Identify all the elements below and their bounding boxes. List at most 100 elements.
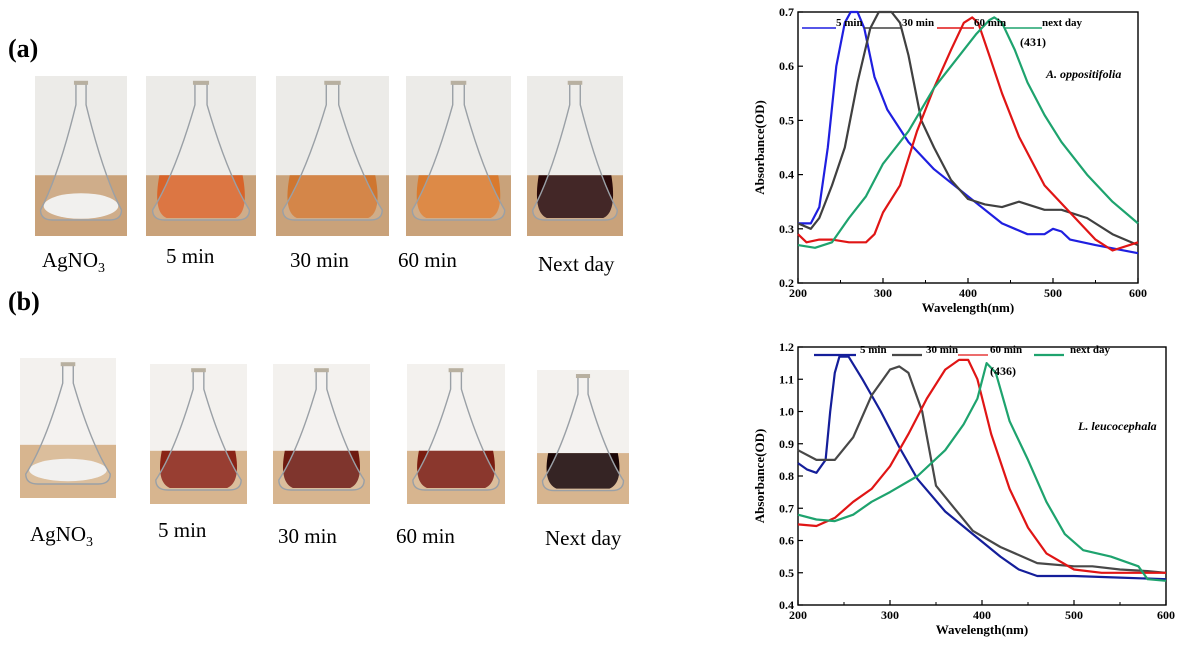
y-tick-label: 0.9 <box>779 437 794 451</box>
species-annotation: L. leucocephala <box>1077 419 1157 433</box>
series-line-next-day <box>797 16 1139 249</box>
x-tick-label: 500 <box>1065 608 1083 622</box>
plot-frame <box>797 346 1167 606</box>
flask-caption: Next day <box>538 252 615 276</box>
y-tick-label: 1.0 <box>779 405 794 419</box>
flask-image <box>150 364 247 504</box>
y-tick-label: 1.2 <box>779 340 794 354</box>
legend-label: 60 min <box>974 17 1006 29</box>
x-axis-label: Wavelength(nm) <box>922 300 1014 315</box>
y-tick-label: 0.2 <box>779 276 794 290</box>
legend-label: 60 min <box>990 344 1022 356</box>
flask-outline <box>25 364 111 485</box>
legend-label: next day <box>1042 17 1083 29</box>
flask-photo <box>35 76 127 236</box>
chart-l-leucocephala: 200 300 400 500 600 0.4 0.5 0.6 0.7 0.8 0.9 1.0 1.1 1… <box>752 340 1175 637</box>
flask-liquid <box>283 450 360 488</box>
flask-outline <box>541 376 625 492</box>
y-tick-label: 0.7 <box>779 501 794 515</box>
x-tick-label: 300 <box>881 608 899 622</box>
y-tick-label: 0.5 <box>779 566 794 580</box>
flask-image <box>406 76 511 236</box>
y-axis-label: Absorbance(OD) <box>752 100 767 195</box>
flask-photo <box>537 370 629 504</box>
flask-caption: 60 min <box>398 248 457 272</box>
y-tick-label: 0.4 <box>779 598 794 612</box>
flask-caption: 60 min <box>396 524 455 548</box>
flask-caption: AgNO3 <box>42 248 105 277</box>
flask-outline <box>412 370 500 491</box>
series-line-30-min <box>797 365 1167 574</box>
legend-label: 5 min <box>836 17 863 29</box>
flask-liquid <box>536 175 614 218</box>
flask-caption: 5 min <box>166 244 215 268</box>
flask-photo <box>527 76 623 236</box>
flask-image <box>276 76 389 236</box>
flask-caption: 30 min <box>278 524 337 548</box>
x-tick-label: 600 <box>1157 608 1175 622</box>
flask-liquid <box>157 175 245 218</box>
x-tick-label: 200 <box>789 286 807 300</box>
flask-outline <box>278 370 365 491</box>
flask-caption: AgNO3 <box>30 522 93 551</box>
flask-image <box>537 370 629 504</box>
legend-label: next day <box>1070 344 1111 356</box>
series-line-30-min <box>797 10 1139 247</box>
flask-image <box>35 76 127 236</box>
species-annotation: A. oppositifolia <box>1045 67 1121 81</box>
flask-image <box>407 364 505 504</box>
y-tick-label: 0.6 <box>779 59 794 73</box>
flask-outline <box>411 83 506 221</box>
flask-image <box>146 76 256 236</box>
flask-outline <box>155 370 242 491</box>
flask-photo <box>273 364 370 504</box>
series-line-5-min <box>797 355 1167 581</box>
flask-photo <box>407 364 505 504</box>
series-line-60-min <box>797 358 1166 574</box>
x-tick-label: 200 <box>789 608 807 622</box>
panel-label-b: (b) <box>8 287 40 316</box>
flask-liquid <box>287 175 378 218</box>
y-axis-label: Absorbance(OD) <box>752 429 767 524</box>
flask-photo <box>20 358 116 498</box>
flask-photo <box>276 76 389 236</box>
y-tick-label: 0.5 <box>779 113 794 127</box>
flask-outline <box>151 83 251 221</box>
flask-image <box>273 364 370 504</box>
flask-image <box>527 76 623 236</box>
x-tick-label: 300 <box>874 286 892 300</box>
flask-photo <box>146 76 256 236</box>
y-tick-label: 0.8 <box>779 469 794 483</box>
legend-label: 30 min <box>926 344 958 356</box>
x-axis-label: Wavelength(nm) <box>936 622 1028 637</box>
x-tick-label: 400 <box>973 608 991 622</box>
x-tick-label: 500 <box>1044 286 1062 300</box>
flask-liquid <box>416 175 501 218</box>
flask-caption: 30 min <box>290 248 349 272</box>
y-tick-label: 0.3 <box>779 222 794 236</box>
flask-liquid <box>160 450 237 488</box>
flask-caption: Next day <box>545 526 622 550</box>
y-tick-label: 1.1 <box>779 372 794 386</box>
x-tick-label: 600 <box>1129 286 1147 300</box>
y-tick-label: 0.7 <box>779 5 794 19</box>
flask-outline <box>532 83 618 221</box>
flask-liquid <box>417 450 495 488</box>
panel-label-a: (a) <box>8 34 39 63</box>
flask-outline <box>39 83 123 221</box>
legend-label: 5 min <box>860 344 887 356</box>
flask-photo <box>406 76 511 236</box>
series-line-next-day <box>797 362 1167 582</box>
x-tick-label: 400 <box>959 286 977 300</box>
y-tick-label: 0.4 <box>779 168 794 182</box>
flask-outline <box>282 83 383 221</box>
legend-label: 30 min <box>902 17 934 29</box>
series-line-60-min <box>797 16 1139 252</box>
flask-image <box>20 358 116 498</box>
flask-liquid <box>546 453 620 489</box>
peak-annotation: (436) <box>990 364 1016 378</box>
flask-photo <box>150 364 247 504</box>
y-tick-label: 0.6 <box>779 534 794 548</box>
flask-caption: 5 min <box>158 518 207 542</box>
peak-annotation: (431) <box>1020 35 1046 49</box>
